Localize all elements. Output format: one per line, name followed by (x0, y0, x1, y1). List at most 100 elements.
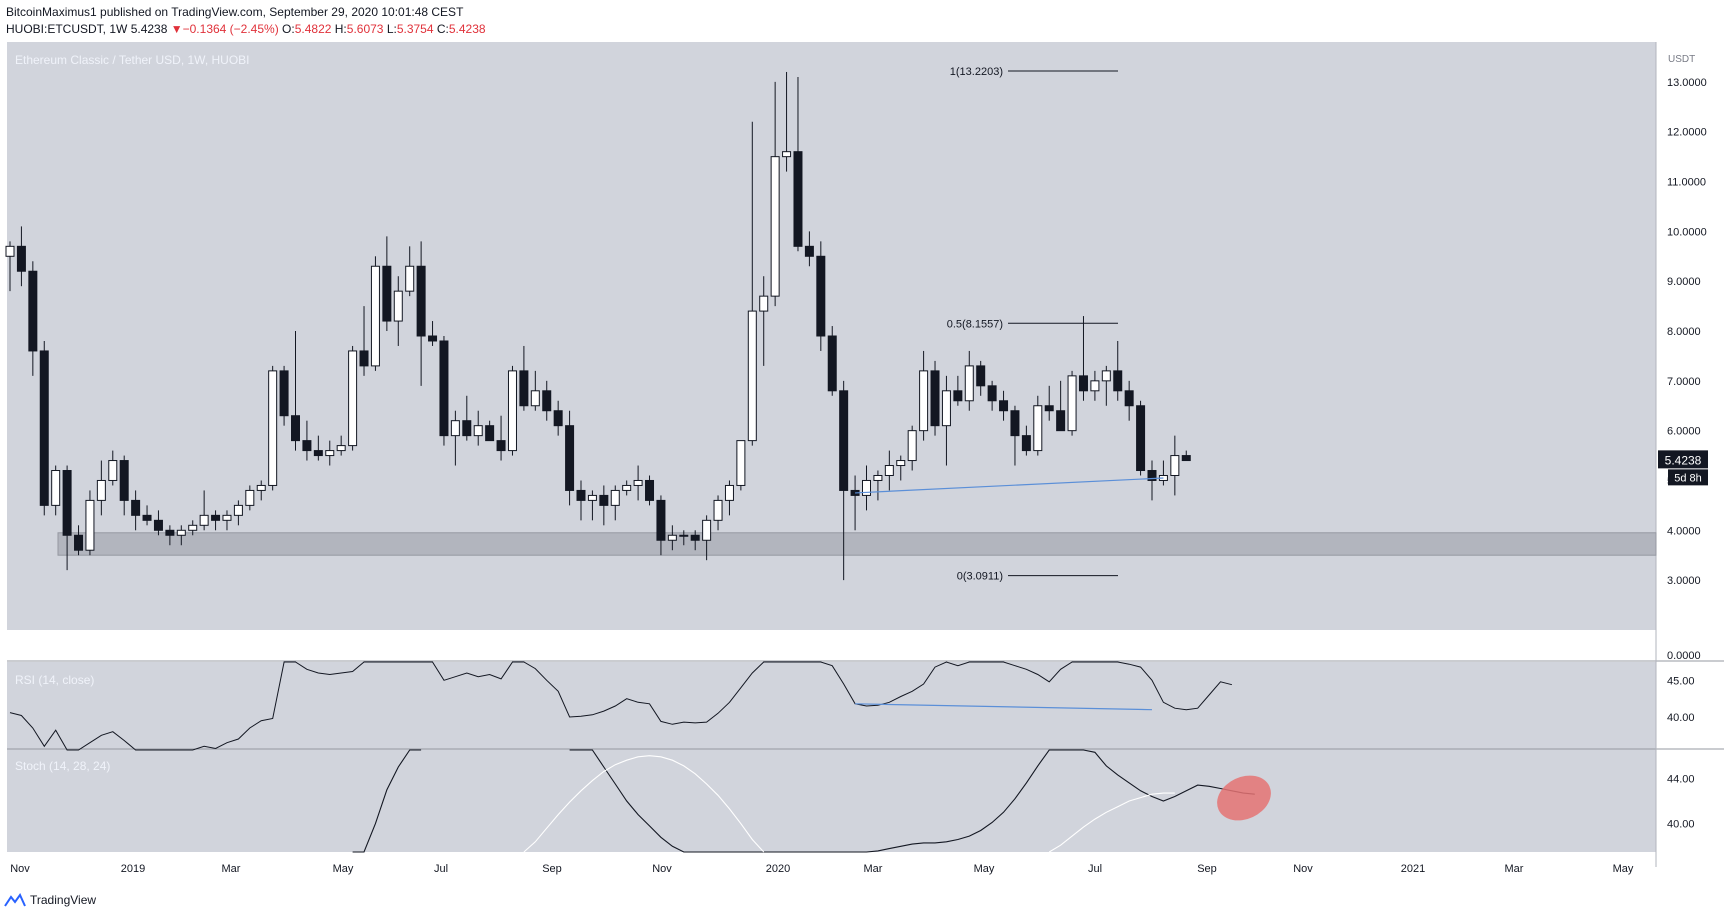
candle (747, 310, 757, 442)
candle (599, 494, 609, 506)
support-trendline (855, 477, 1164, 494)
candle (165, 529, 175, 536)
candle (473, 425, 483, 437)
candle (530, 390, 540, 407)
candle (1078, 375, 1088, 392)
axis-unit-label: USDT (1668, 54, 1695, 65)
candle (131, 499, 141, 516)
candle (713, 499, 723, 521)
high-label: H: (334, 22, 347, 36)
price-tick-label: 8.0000 (1667, 326, 1701, 338)
high-value: 5.6073 (346, 22, 384, 36)
candle (85, 499, 95, 551)
candle (74, 534, 84, 551)
candle (450, 420, 460, 437)
x-tick-label: 2021 (1401, 863, 1425, 875)
candle (724, 484, 734, 501)
candle (485, 425, 495, 442)
candle (256, 484, 266, 491)
candle (62, 470, 72, 536)
candle (439, 340, 449, 437)
candle (199, 514, 209, 526)
open-value: 5.4822 (294, 22, 332, 36)
candle (873, 474, 883, 481)
candle (759, 295, 769, 312)
candle (1021, 435, 1031, 452)
candle (1136, 405, 1146, 472)
candle (382, 265, 392, 322)
candle (816, 255, 826, 337)
support-zone (57, 532, 1657, 556)
footer-brand: TradingView (30, 893, 97, 907)
stoch-tick-label: 44.00 (1667, 773, 1695, 785)
candle (782, 151, 792, 158)
candle (690, 534, 700, 541)
stoch-panel (7, 750, 1656, 852)
candle (507, 370, 517, 452)
candle (211, 514, 221, 521)
candle (222, 514, 232, 521)
candle (1170, 455, 1180, 476)
candle (987, 385, 997, 402)
rsi-tick-label: 40.00 (1667, 712, 1695, 724)
price-tick-label: 13.0000 (1667, 77, 1707, 89)
candle (1044, 405, 1054, 412)
candle (1033, 405, 1043, 452)
candle (645, 479, 655, 501)
author-name[interactable]: BitcoinMaximus1 (6, 5, 97, 19)
candle (827, 335, 837, 392)
candle (39, 350, 49, 506)
price-tick-label: 11.0000 (1667, 177, 1706, 189)
symbol-label: HUOBI:ETCUSDT, 1W (6, 22, 128, 36)
candle (28, 270, 38, 352)
down-arrow-icon: ▼ (170, 22, 183, 36)
candle (393, 290, 403, 322)
fib-level-label: 0.5(8.1557) (947, 318, 1003, 330)
close-value: 5.4238 (448, 22, 486, 36)
candle (233, 504, 243, 516)
candle (51, 470, 61, 506)
candle (405, 265, 415, 292)
rsi-title: RSI (14, close) (15, 673, 94, 687)
candle (553, 410, 563, 427)
candle (542, 390, 552, 412)
candle (919, 370, 929, 432)
candle (1147, 470, 1157, 481)
x-tick-label: 2019 (121, 863, 145, 875)
tradingview-logo-icon (4, 893, 26, 907)
candle (702, 519, 712, 541)
x-tick-label: Nov (652, 863, 672, 875)
x-tick-label: 2020 (766, 863, 790, 875)
candle (5, 245, 15, 257)
price-tick-label: 7.0000 (1667, 376, 1701, 388)
candle (736, 440, 746, 486)
candle (359, 350, 369, 367)
last-price-tag (1658, 450, 1708, 469)
x-tick-label: Jul (434, 863, 448, 875)
candle (839, 390, 849, 491)
candle (176, 529, 186, 536)
chart-title: Ethereum Classic / Tether USD, 1W, HUOBI (15, 53, 250, 67)
candle (1124, 390, 1134, 407)
close-label: C: (436, 22, 449, 36)
candle (1101, 370, 1111, 382)
price-tick-label: 4.0000 (1667, 525, 1701, 537)
countdown-tag-text: 5d 8h (1674, 472, 1702, 484)
candle (279, 370, 289, 417)
stoch-k-line (352, 749, 1255, 853)
fib-level-label: 0(3.0911) (957, 571, 1003, 583)
last-price-tag-text: 5.4238 (1665, 453, 1702, 467)
publish-info: BitcoinMaximus1 published on TradingView… (6, 5, 463, 19)
price-tick-label: 3.0000 (1667, 575, 1701, 587)
candle (428, 335, 438, 342)
tradingview-logo[interactable]: TradingView (4, 893, 96, 907)
candle (1181, 455, 1191, 462)
stoch-title: Stoch (14, 28, 24) (15, 759, 110, 773)
candle (941, 390, 951, 427)
price-tick-label: 10.0000 (1667, 226, 1707, 238)
candle (188, 524, 198, 531)
candle (416, 265, 426, 337)
open-label: O: (282, 22, 295, 36)
candle (953, 390, 963, 402)
